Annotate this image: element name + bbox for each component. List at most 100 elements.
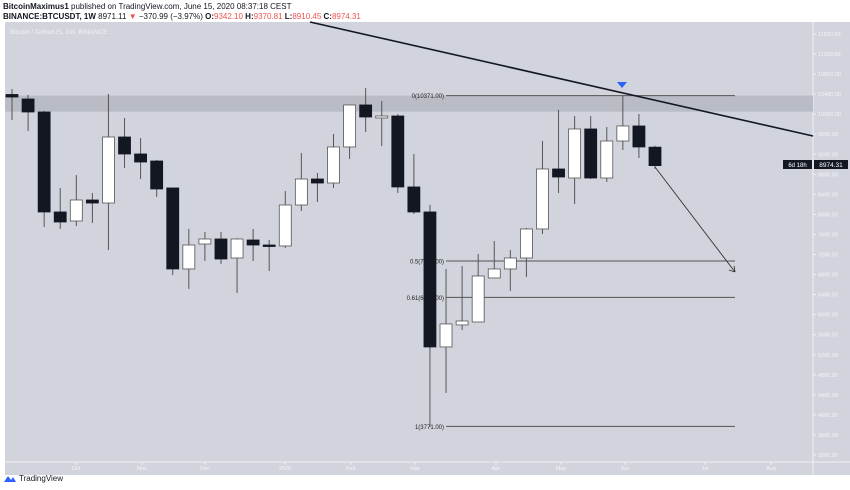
chart-title: Bitcoin / TetherUS, 1W, BINANCE (10, 29, 108, 36)
y-tick-label: 9600.00 (818, 132, 838, 138)
close-label: C: (323, 12, 332, 21)
y-tick-label: 5600.00 (818, 333, 838, 339)
candle-body (278, 204, 292, 247)
y-tick-label: 6400.00 (818, 293, 838, 299)
candle-body (166, 187, 180, 270)
y-tick-label: 3200.00 (818, 453, 838, 459)
candle-body (21, 98, 35, 113)
candle-body (37, 111, 51, 213)
resistance-zone (5, 95, 813, 112)
candle-body (214, 238, 228, 260)
candle-body (471, 275, 485, 323)
y-tick-label: 11200.00 (818, 52, 841, 58)
candle-body (423, 211, 437, 348)
candle-body (102, 136, 115, 204)
x-tick-label: Nov (137, 466, 147, 472)
author[interactable]: BitcoinMaximus1 (3, 2, 69, 11)
x-tick-label: Jul (701, 466, 708, 472)
candle-body (53, 211, 67, 223)
y-tick-label: 4000.00 (818, 413, 838, 419)
brand-name: TradingView (19, 474, 64, 483)
candle-body (85, 199, 99, 204)
candle-body (616, 125, 630, 142)
symbol-line: BINANCE:BTCUSDT, 1W 8971.11 ▼ −370.99 (−… (3, 12, 361, 21)
y-tick-label: 11600.00 (818, 32, 841, 38)
candle-body (5, 94, 19, 98)
candle-body (69, 199, 83, 222)
candle-body (230, 238, 244, 259)
y-tick-label: 3600.00 (818, 433, 838, 439)
countdown-badge (783, 160, 812, 169)
x-tick-label: Dec (200, 466, 210, 472)
symbol: BINANCE:BTCUSDT, 1W (3, 12, 96, 21)
y-tick-label: 7200.00 (818, 253, 838, 259)
candle-body (134, 153, 148, 163)
y-tick-label: 10000.00 (818, 112, 841, 118)
fib-label: 0(10371.00) (412, 94, 444, 100)
projection-arrow-line (654, 166, 736, 273)
candle-body (487, 268, 501, 279)
current-price-label: 8974.31 (819, 162, 843, 169)
y-tick-label: 7600.00 (818, 232, 838, 238)
open-label: O: (205, 12, 215, 21)
low-value: 8910.45 (292, 12, 322, 21)
sell-marker-icon (617, 82, 627, 88)
candle-body (584, 128, 598, 179)
candle-body (182, 244, 196, 270)
candle-body (118, 136, 131, 155)
candle-body (520, 228, 533, 259)
publish-line: BitcoinMaximus1 published on TradingView… (3, 2, 291, 11)
y-tick-label: 4400.00 (818, 393, 838, 399)
candle-body (311, 178, 324, 184)
y-tick-label: 6000.00 (818, 313, 838, 319)
high-value: 9370.81 (253, 12, 283, 21)
y-tick-label: 10800.00 (818, 72, 841, 78)
x-tick-label: Feb (346, 466, 355, 472)
y-tick-label: 4800.00 (818, 373, 838, 379)
fib-label: 1(3771.00) (415, 425, 444, 431)
candle-body (536, 168, 549, 230)
candle-body (150, 160, 164, 190)
countdown-label: 6d 18h (788, 163, 806, 169)
y-tick-label: 9200.00 (818, 152, 838, 158)
change: −370.99 (−3.97%) (138, 12, 203, 21)
candle-body (246, 239, 260, 246)
candle-body (294, 178, 308, 206)
candle-body (391, 115, 405, 188)
candle-body (600, 140, 614, 179)
last-price: 8971.11 (98, 12, 127, 21)
candle-body (407, 186, 421, 213)
tradingview-logo-icon (4, 476, 16, 482)
candle-body (648, 146, 662, 166)
x-tick-label: Oct (72, 466, 81, 472)
candle-body (327, 146, 340, 184)
y-tick-label: 5200.00 (818, 353, 838, 359)
x-tick-label: Mar (410, 466, 420, 472)
arrow-head-icon (728, 265, 736, 273)
candle-body (552, 168, 565, 178)
candle-body (343, 104, 356, 148)
candle-body (262, 244, 276, 247)
low-label: L: (284, 12, 293, 21)
x-tick-label: Apr (492, 466, 501, 472)
close-value: 8974.31 (331, 12, 361, 21)
x-tick-label: Aug (766, 466, 776, 472)
tradingview-logo[interactable]: TradingView (3, 474, 63, 483)
y-tick-label: 8800.00 (818, 172, 838, 178)
candle-body (439, 323, 453, 348)
y-tick-label: 8000.00 (818, 212, 838, 218)
y-tick-label: 8400.00 (818, 192, 838, 198)
x-tick-label: May (556, 466, 567, 472)
candle-body (198, 238, 212, 245)
candle-body (375, 115, 389, 119)
current-price-badge (814, 160, 848, 169)
candle-body (455, 320, 469, 326)
candle-body (503, 257, 517, 270)
x-tick-label: 2020 (279, 466, 291, 472)
y-tick-label: 10400.00 (818, 92, 841, 98)
candle-body (359, 104, 373, 118)
candle-body (568, 128, 582, 179)
published-text: published on TradingView.com, June 15, 2… (71, 2, 292, 11)
y-tick-label: 6800.00 (818, 273, 838, 279)
